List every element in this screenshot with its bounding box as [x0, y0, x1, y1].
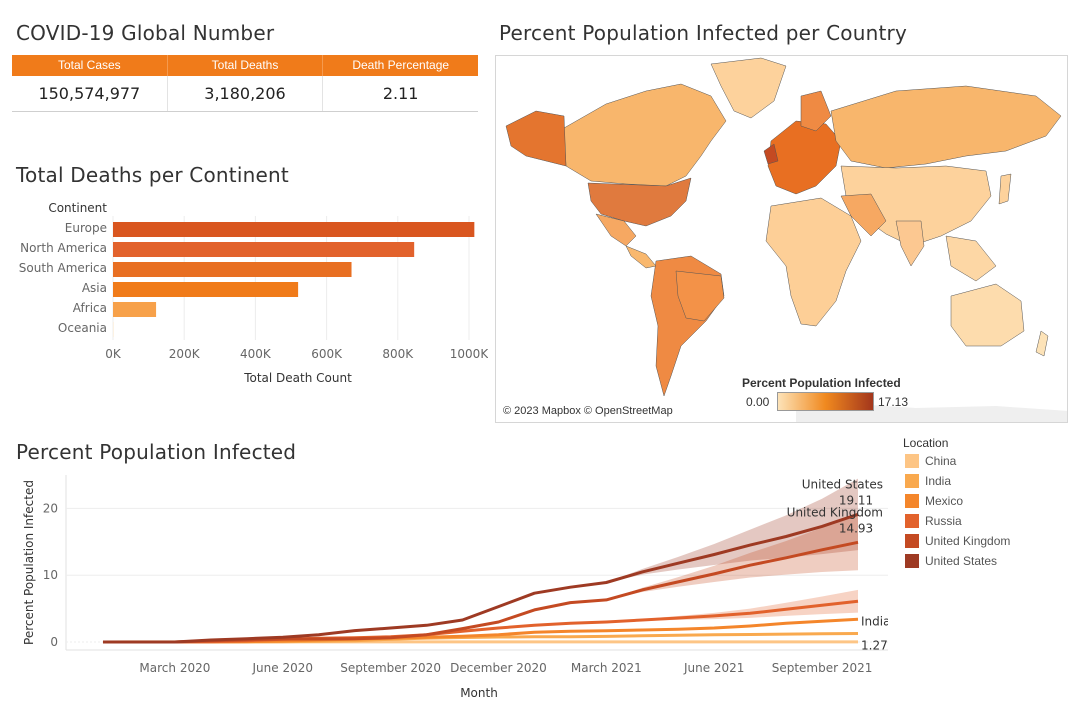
map-southeast-asia: [945, 235, 997, 282]
total-deaths-header: Total Deaths: [166, 55, 323, 76]
x-tick-label: March 2021: [571, 661, 642, 675]
map-legend-min: 0.00: [746, 395, 770, 409]
map-legend-title: Percent Population Infected: [742, 376, 901, 390]
x-tick-label: March 2020: [139, 661, 210, 675]
legend-swatch: [905, 554, 919, 568]
y-tick-label: 0: [50, 635, 58, 649]
kpi-table: Total Cases Total Deaths Death Percentag…: [12, 55, 478, 112]
x-tick-label: 400K: [240, 347, 272, 361]
map-greenland: [710, 57, 787, 119]
map-africa: [765, 197, 862, 327]
line-panel-title: Percent Population Infected: [16, 440, 297, 464]
total-cases-header: Total Cases: [57, 58, 121, 72]
death-percentage-header: Death Percentage: [322, 55, 478, 76]
legend-label: Russia: [925, 514, 962, 528]
bar-africa[interactable]: [113, 302, 157, 317]
legend-label: China: [925, 454, 957, 468]
death-percentage-value[interactable]: 2.11: [322, 76, 478, 111]
bar-south-america[interactable]: [113, 262, 352, 277]
map-attribution[interactable]: © 2023 Mapbox © OpenStreetMap: [503, 405, 673, 417]
map-alaska: [505, 110, 567, 167]
line-united-states[interactable]: [103, 512, 859, 644]
legend-item-united-states[interactable]: United States: [905, 554, 997, 568]
legend-item-mexico[interactable]: Mexico: [905, 494, 963, 508]
map-mexico: [595, 213, 637, 247]
legend-swatch: [905, 454, 919, 468]
annotation-value-india: 1.27: [861, 639, 888, 653]
band-united-kingdom: [606, 514, 858, 600]
map-japan: [998, 173, 1012, 205]
x-tick-label: June 2021: [683, 661, 745, 675]
y-tick-label: 10: [43, 568, 58, 582]
bar-europe[interactable]: [113, 222, 475, 237]
bar-asia[interactable]: [113, 282, 299, 297]
x-tick-label: June 2020: [252, 661, 314, 675]
legend-item-united-kingdom[interactable]: United Kingdom: [905, 534, 1010, 548]
map-legend-max: 17.13: [878, 395, 909, 409]
band-russia: [606, 589, 858, 622]
bar-label-europe: Europe: [65, 221, 107, 235]
map-panel-title: Percent Population Infected per Country: [499, 21, 907, 45]
legend-label: Mexico: [925, 494, 964, 508]
category-header: Continent: [48, 201, 107, 215]
x-axis-title: Month: [460, 686, 498, 700]
kpi-header-row: Total Cases Total Deaths Death Percentag…: [12, 55, 478, 76]
bar-label-asia: Asia: [82, 281, 107, 295]
kpi-value-row: 150,574,977 3,180,206 2.11: [12, 76, 478, 112]
map-russia: [830, 85, 1062, 169]
map-brazil: [675, 270, 725, 322]
continent-bar-chart: Continent 0K 200K 400K 600K 800K 1000K Europe No…: [19, 201, 488, 385]
bar-label-africa: Africa: [73, 301, 107, 315]
legend-item-india[interactable]: India: [905, 474, 951, 488]
y-axis-title: Percent Population Infected: [22, 480, 36, 645]
map-scandinavia: [800, 90, 832, 132]
x-axis-title: Total Death Count: [243, 371, 352, 385]
map-legend-gradient: [777, 392, 874, 411]
total-deaths-value[interactable]: 3,180,206: [166, 76, 323, 111]
legend-item-china[interactable]: China: [905, 454, 956, 468]
annotation-label-united-kingdom: United Kingdom: [787, 505, 883, 519]
x-tick-label: 1000K: [450, 347, 488, 361]
x-tick-label: 600K: [311, 347, 343, 361]
legend-label: India: [925, 474, 952, 488]
world-map[interactable]: © 2023 Mapbox © OpenStreetMap Percent Po…: [495, 55, 1068, 423]
legend-label: United States: [925, 554, 998, 568]
legend-label: United Kingdom: [925, 534, 1011, 548]
x-tick-label: September 2021: [772, 661, 873, 675]
x-tick-label: December 2020: [450, 661, 547, 675]
map-new-zealand: [1035, 330, 1049, 357]
total-cases-value[interactable]: 150,574,977: [38, 84, 141, 103]
bar-label-oceania: Oceania: [58, 321, 107, 335]
x-tick-label: 200K: [169, 347, 201, 361]
x-tick-label: 0K: [105, 347, 122, 361]
kpi-title: COVID-19 Global Number: [16, 21, 275, 45]
map-india: [895, 220, 925, 267]
legend-swatch: [905, 534, 919, 548]
annotation-label-india: India: [861, 615, 888, 629]
x-tick-label: 800K: [382, 347, 414, 361]
continent-panel-title: Total Deaths per Continent: [16, 163, 289, 187]
legend-swatch: [905, 514, 919, 528]
legend-item-russia[interactable]: Russia: [905, 514, 962, 528]
legend-swatch: [905, 474, 919, 488]
map-uk: [763, 143, 779, 165]
annotation-value-united-kingdom: 14.93: [839, 521, 873, 535]
bar-label-south-america: South America: [19, 261, 107, 275]
annotation-label-united-states: United States: [802, 477, 883, 491]
map-australia: [950, 283, 1025, 347]
y-tick-label: 20: [43, 501, 58, 515]
x-tick-label: September 2020: [340, 661, 441, 675]
bar-north-america[interactable]: [113, 242, 415, 257]
location-legend-title: Location: [903, 436, 949, 450]
map-middle-east: [840, 193, 887, 237]
map-canada: [563, 83, 727, 187]
map-central-america: [625, 245, 657, 269]
world-map-canvas: [496, 56, 1067, 422]
annotation-value-united-states: 19.11: [839, 493, 873, 507]
map-usa: [587, 177, 692, 227]
legend-swatch: [905, 494, 919, 508]
percent-infected-line-chart: 0 10 20 March 2020 June 2020 September 2020 De…: [22, 475, 888, 700]
bar-label-north-america: North America: [20, 241, 107, 255]
